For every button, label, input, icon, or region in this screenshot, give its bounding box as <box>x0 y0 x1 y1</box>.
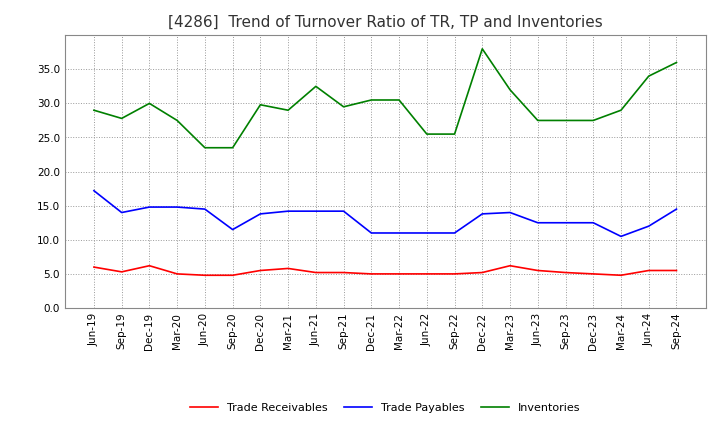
Trade Receivables <box>89 264 98 270</box>
Trade Receivables <box>561 270 570 275</box>
Inventories <box>89 107 98 113</box>
Trade Receivables <box>228 273 237 278</box>
Trade Receivables <box>312 270 320 275</box>
Inventories <box>534 118 542 123</box>
Trade Receivables <box>395 271 403 276</box>
Trade Payables <box>644 224 653 229</box>
Inventories <box>478 46 487 51</box>
Inventories <box>312 84 320 89</box>
Trade Payables <box>450 230 459 235</box>
Inventories <box>644 73 653 79</box>
Line: Trade Receivables: Trade Receivables <box>94 266 677 275</box>
Trade Payables <box>589 220 598 225</box>
Inventories <box>145 101 154 106</box>
Trade Receivables <box>423 271 431 276</box>
Trade Payables <box>616 234 625 239</box>
Trade Payables <box>395 230 403 235</box>
Trade Receivables <box>117 269 126 275</box>
Inventories <box>201 145 210 150</box>
Trade Payables <box>534 220 542 225</box>
Trade Receivables <box>589 271 598 276</box>
Inventories <box>117 116 126 121</box>
Trade Payables <box>145 205 154 210</box>
Trade Receivables <box>367 271 376 276</box>
Trade Payables <box>339 209 348 214</box>
Trade Receivables <box>534 268 542 273</box>
Trade Receivables <box>672 268 681 273</box>
Trade Receivables <box>173 271 181 276</box>
Trade Payables <box>505 210 514 215</box>
Inventories <box>228 145 237 150</box>
Trade Receivables <box>284 266 292 271</box>
Trade Payables <box>89 188 98 193</box>
Inventories <box>173 118 181 123</box>
Trade Receivables <box>616 273 625 278</box>
Trade Receivables <box>450 271 459 276</box>
Trade Payables <box>561 220 570 225</box>
Trade Payables <box>284 209 292 214</box>
Inventories <box>395 97 403 103</box>
Line: Inventories: Inventories <box>94 49 677 148</box>
Inventories <box>339 104 348 110</box>
Trade Payables <box>367 230 376 235</box>
Title: [4286]  Trend of Turnover Ratio of TR, TP and Inventories: [4286] Trend of Turnover Ratio of TR, TP… <box>168 15 603 30</box>
Trade Payables <box>228 227 237 232</box>
Trade Receivables <box>256 268 265 273</box>
Inventories <box>505 87 514 92</box>
Inventories <box>367 97 376 103</box>
Trade Payables <box>173 205 181 210</box>
Inventories <box>561 118 570 123</box>
Line: Trade Payables: Trade Payables <box>94 191 677 236</box>
Inventories <box>284 107 292 113</box>
Trade Receivables <box>505 263 514 268</box>
Inventories <box>589 118 598 123</box>
Trade Payables <box>256 211 265 216</box>
Trade Payables <box>201 206 210 212</box>
Trade Receivables <box>201 273 210 278</box>
Trade Payables <box>672 206 681 212</box>
Trade Receivables <box>339 270 348 275</box>
Trade Receivables <box>145 263 154 268</box>
Trade Receivables <box>478 270 487 275</box>
Inventories <box>450 132 459 137</box>
Trade Payables <box>117 210 126 215</box>
Inventories <box>423 132 431 137</box>
Inventories <box>616 107 625 113</box>
Trade Payables <box>478 211 487 216</box>
Trade Payables <box>312 209 320 214</box>
Legend: Trade Receivables, Trade Payables, Inventories: Trade Receivables, Trade Payables, Inven… <box>186 398 585 417</box>
Inventories <box>672 60 681 65</box>
Trade Receivables <box>644 268 653 273</box>
Inventories <box>256 102 265 107</box>
Trade Payables <box>423 230 431 235</box>
